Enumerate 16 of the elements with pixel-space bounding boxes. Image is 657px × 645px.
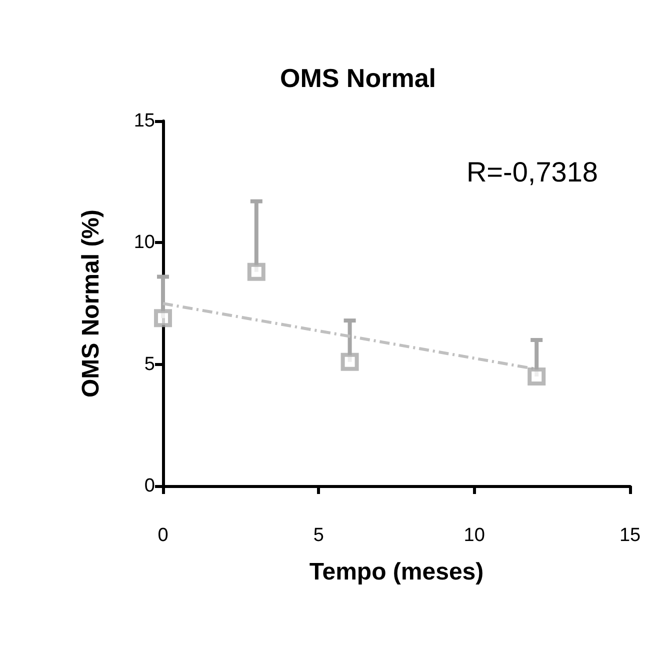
x-tick-label: 0 — [158, 525, 168, 546]
y-axis-title: OMS Normal (%) — [78, 209, 104, 398]
y-tick-label: 0 — [144, 476, 155, 496]
annotation: R=-0,7318 — [466, 156, 598, 188]
point — [154, 309, 172, 328]
point — [247, 262, 266, 281]
y-tick-label: 10 — [134, 232, 155, 254]
point — [528, 368, 546, 386]
point — [340, 352, 359, 371]
y-tick-label: 5 — [144, 354, 155, 375]
x-axis-title: Tempo (meses) — [309, 558, 484, 586]
x-tick-label: 10 — [464, 525, 485, 546]
y-tick-label: 15 — [134, 110, 155, 132]
chart-title: OMS Normal — [280, 63, 436, 93]
x-tick-label: 5 — [313, 525, 324, 546]
x-tick-label: 15 — [619, 525, 641, 546]
